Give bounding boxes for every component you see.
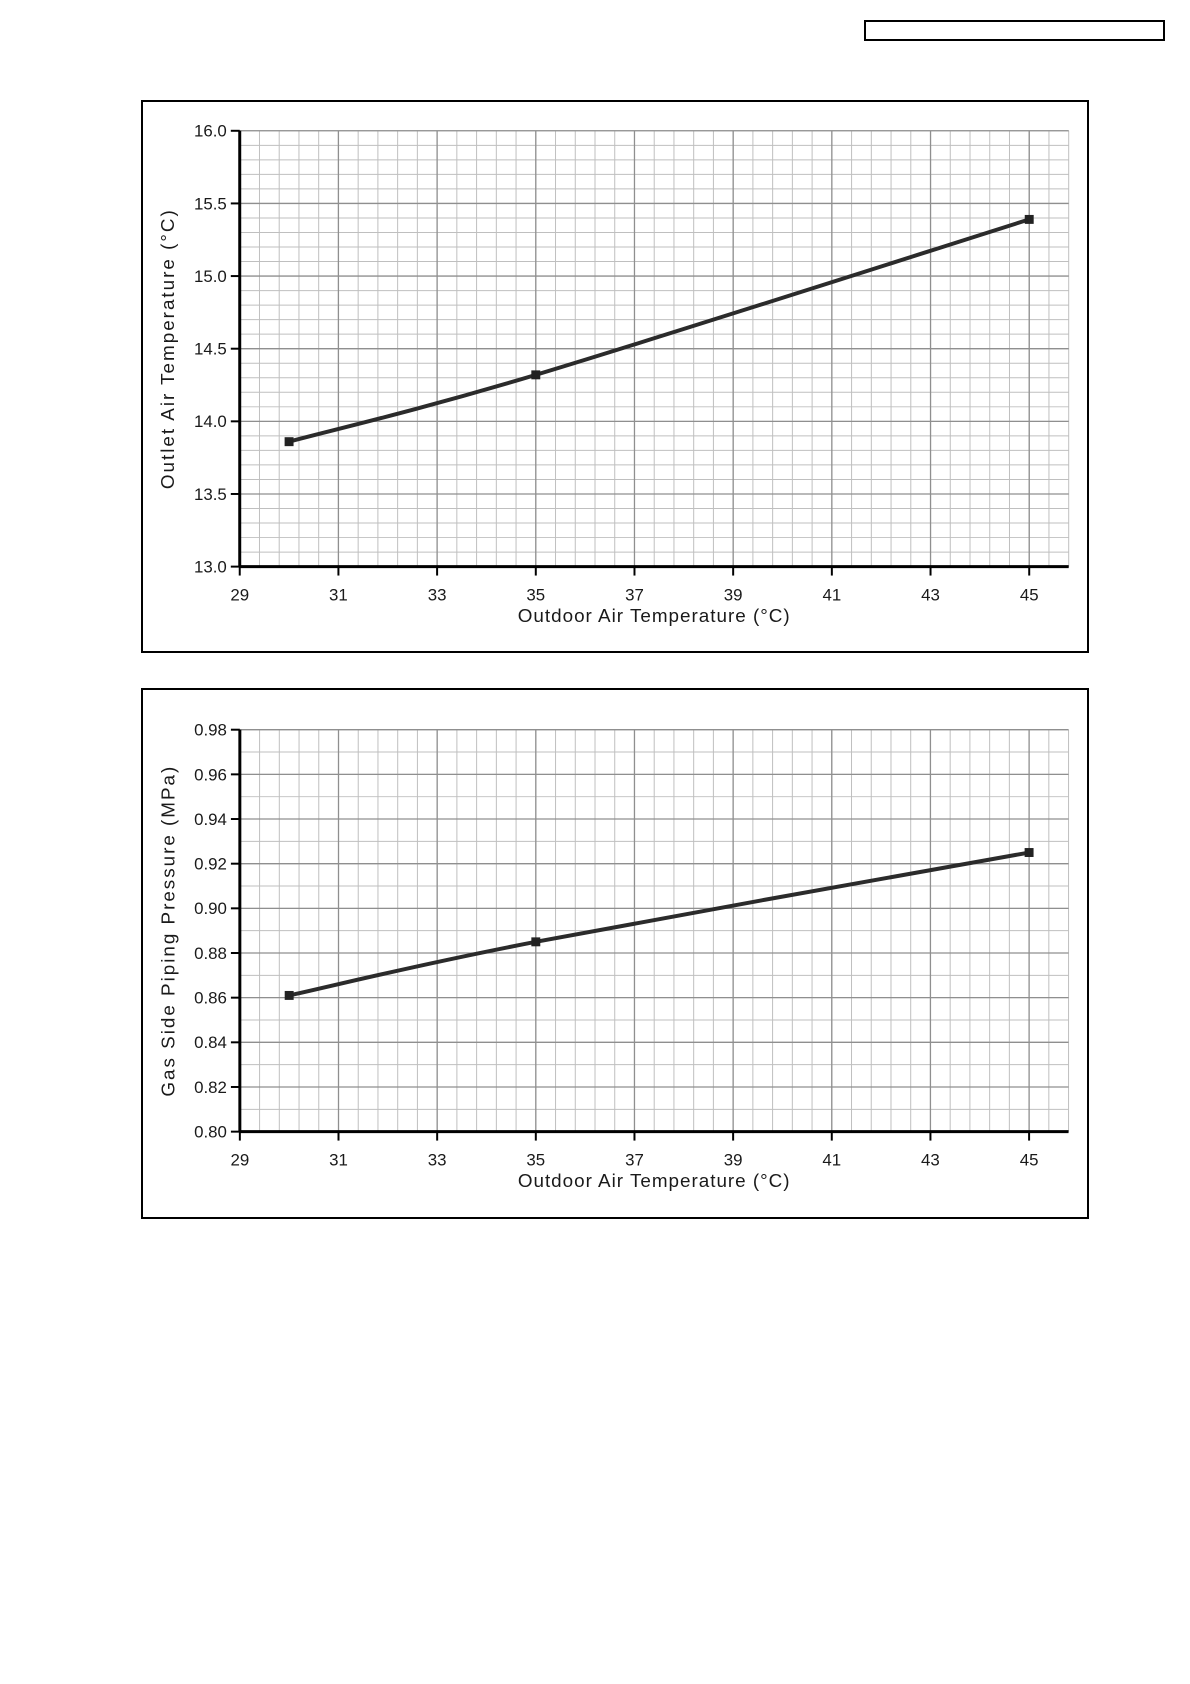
y-tick-label: 15.0: [194, 267, 227, 286]
x-tick-label: 29: [230, 585, 249, 604]
x-tick-label: 43: [921, 585, 940, 604]
x-tick-label: 39: [724, 1150, 743, 1169]
chart-panel-outlet-air-temperature: 29 31 33 35 37 39 41 43 45 13.0 13.5 14.0 14.5 15.0 15…: [141, 100, 1089, 653]
y-tick-label: 0.94: [194, 810, 227, 829]
x-tick-label: 31: [329, 1150, 348, 1169]
y-tick-label: 13.0: [194, 558, 227, 577]
x-tick-label: 33: [428, 1150, 447, 1169]
x-tick-label: 39: [724, 585, 743, 604]
y-axis-title: Gas Side Piping Pressure (MPa): [157, 765, 178, 1097]
gas-side-piping-pressure-chart-canvas: 29 31 33 35 37 39 41 43 45 0.80 0.82 0.84 0.86 0.88 0.…: [157, 721, 1070, 1191]
outlet-air-temperature-marker: [1024, 214, 1034, 224]
y-tick-label: 0.92: [194, 855, 227, 874]
x-axis-title: Outdoor Air Temperature (°C): [518, 605, 791, 626]
y-tick-label: 0.88: [194, 944, 227, 963]
y-tick-label: 0.82: [194, 1078, 227, 1097]
x-tick-label: 41: [822, 585, 841, 604]
x-tick-label: 45: [1020, 1150, 1039, 1169]
y-tick-label: 15.5: [194, 194, 227, 213]
outlet-air-temperature-marker: [284, 437, 294, 447]
y-tick-label: 0.84: [194, 1033, 227, 1052]
gas-side-piping-pressure-marker: [284, 990, 294, 1000]
y-tick-label: 14.5: [194, 340, 227, 359]
header-field-box: [864, 20, 1165, 41]
gas-side-piping-pressure-marker: [1024, 848, 1034, 857]
y-axis-title: Outlet Air Temperature (°C): [157, 208, 178, 489]
y-tick-label: 0.90: [194, 899, 227, 918]
y-tick-label: 0.98: [194, 721, 227, 740]
x-tick-label: 31: [329, 585, 348, 604]
x-tick-label: 29: [230, 1150, 249, 1169]
gas-side-piping-pressure-line: [287, 850, 1032, 998]
outlet-air-temperature-line: [287, 217, 1032, 444]
y-tick-label: 16.0: [194, 122, 227, 141]
x-tick-label: 43: [921, 1150, 940, 1169]
x-axis-title: Outdoor Air Temperature (°C): [518, 1170, 791, 1191]
y-tick-label: 14.0: [194, 412, 227, 431]
outlet-air-temperature-marker: [531, 370, 541, 380]
y-tick-label: 0.80: [194, 1123, 227, 1142]
y-tick-label: 0.86: [194, 989, 227, 1008]
x-tick-label: 37: [625, 1150, 644, 1169]
x-tick-label: 33: [428, 585, 447, 604]
x-tick-label: 37: [625, 585, 644, 604]
gas-side-piping-pressure-marker: [531, 937, 541, 947]
outlet-air-temperature-chart-canvas: 29 31 33 35 37 39 41 43 45 13.0 13.5 14.0 14.5 15.0 15…: [157, 122, 1070, 626]
x-tick-label: 35: [526, 1150, 545, 1169]
x-tick-label: 45: [1020, 585, 1039, 604]
x-tick-label: 35: [526, 585, 545, 604]
y-tick-label: 13.5: [194, 485, 227, 504]
y-tick-label: 0.96: [194, 765, 227, 784]
chart-panel-gas-side-piping-pressure: 29 31 33 35 37 39 41 43 45 0.80 0.82 0.84 0.86 0.88 0.…: [141, 688, 1089, 1219]
x-tick-label: 41: [822, 1150, 841, 1169]
